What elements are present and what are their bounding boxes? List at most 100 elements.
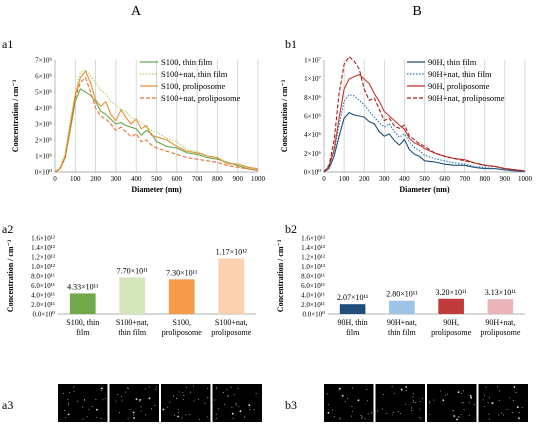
particle-dot [133,414,135,416]
y-tick-label: 6×10⁶ [304,113,321,121]
column-header-a: A [131,4,142,19]
particle-dot [119,412,121,413]
y-axis-label: Concentration / cm⁻³ [6,239,15,312]
particle-dot [174,414,176,416]
series-line [323,56,526,173]
y-tick-label: 6.0×10¹¹ [301,282,325,290]
microscopy-image [427,384,477,422]
bar [339,304,366,314]
particle-dot [488,418,490,420]
particle-dot [155,386,157,388]
particle-dot [140,406,142,408]
particle-dot [121,400,123,402]
y-tick-label: 1.2×10¹² [301,254,325,262]
panel-label-b2: b2 [285,222,297,236]
line-chart-b1: 0 100 200 300 400 500 600 700 800 900 1000 0×10⁰ 2×1… [280,56,533,194]
particle-dot [362,416,363,418]
particle-dot [405,390,407,391]
particle-dot [82,418,84,420]
particle-dot [127,387,129,389]
particle-dot [394,392,396,394]
particle-dot [367,413,369,415]
particle-dot [506,409,508,411]
particle-dot [456,418,458,421]
particle-dot [104,397,106,399]
panel-label-a1: a1 [2,37,13,51]
particle-dot [138,400,140,402]
particle-dot [95,399,97,401]
category-label: proliposome [431,328,471,337]
particle-dot [412,400,414,402]
particle-dot [412,396,414,398]
y-tick-label: 6×10⁶ [35,73,52,81]
particle-dot [491,402,492,404]
particle-dot [460,392,462,394]
y-tick-label: 1.4×10¹² [301,244,325,252]
particle-dot [227,395,229,397]
particle-dot [233,394,235,396]
particle-dot [338,418,340,420]
y-axis-label: Concentration / cm⁻³ [276,239,285,312]
particle-dot [484,405,486,407]
particle-dot [235,404,237,406]
particle-dot [488,413,490,415]
particle-dot [167,406,169,408]
bar-value-label: 1.17×10¹² [216,247,248,256]
particle-dot [442,399,445,402]
particle-dot [206,416,208,418]
legend-label: 90H+nat, thin film [428,69,492,79]
particle-dot [345,401,346,403]
particle-dot [457,416,459,418]
x-tick-label: 600 [172,175,183,183]
particle-dot [82,406,84,408]
panel-label-b1: b1 [285,37,297,51]
particle-dot [511,412,513,414]
particle-dot [117,394,119,396]
particle-dot [489,396,490,398]
y-tick-label: 8×10⁶ [304,94,321,102]
particle-dot [77,400,79,402]
particle-dot [460,413,462,415]
line-chart-a1: 0 100 200 300 400 500 600 700 800 900 1000 0×10⁰ 1×1… [11,57,266,195]
particle-dot [188,414,190,415]
particle-dot [120,396,122,397]
particle-dot [351,410,353,412]
particle-dot [328,404,330,406]
particle-dot [230,386,232,388]
y-tick-label: 2×10⁶ [35,137,52,145]
particle-dot [357,399,360,402]
particle-dot [371,412,372,414]
particle-dot [439,390,441,392]
category-label: 90H, thin [338,318,368,327]
particle-dot [485,386,487,388]
microscopy-image [161,384,211,422]
y-tick-label: 0×10⁰ [35,169,52,177]
particle-dot [216,386,218,388]
x-tick-label: 100 [339,175,350,183]
x-tick-label: 400 [399,175,410,183]
particle-dot [339,417,341,419]
column-header-b: B [412,4,421,19]
particle-dot [73,386,75,388]
particle-dot [463,390,464,392]
particle-dot [364,417,366,419]
particle-dot [223,392,224,394]
x-tick-label: 500 [151,175,162,183]
particle-dot [429,401,431,403]
panel-label-a2: a2 [2,222,13,236]
y-tick-label: 1×10⁶ [35,153,52,161]
particle-dot [248,404,251,407]
series-line [323,112,526,173]
particle-dot [444,394,446,396]
particle-dot [516,406,519,409]
particle-dot [132,411,135,414]
category-label: proliposome [162,328,202,337]
particle-dot [412,402,414,404]
particle-dot [162,408,165,411]
particle-dot [102,399,104,401]
particle-dot [151,408,153,410]
particle-dot [429,402,431,404]
bar [487,299,514,314]
